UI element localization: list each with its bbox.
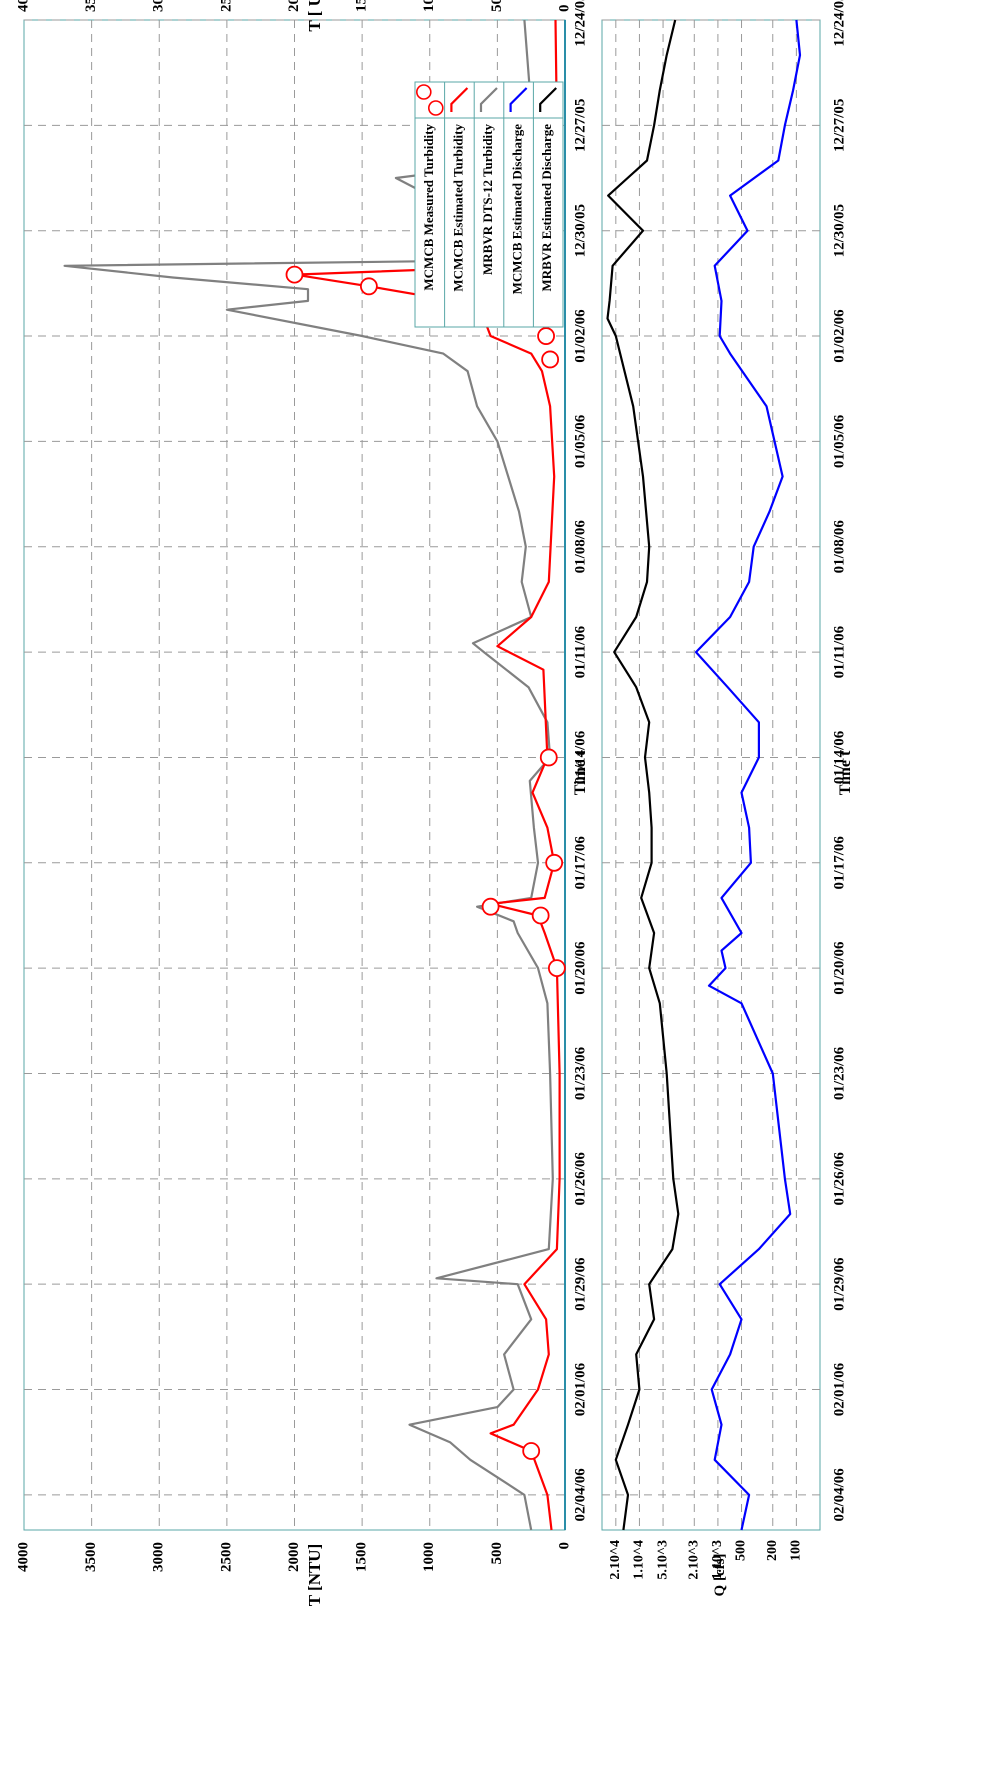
discharge-chart-frame [601, 19, 821, 1531]
turbidity-tick-label-top: 2000 [286, 0, 302, 12]
measured-turbidity-marker [285, 265, 304, 284]
turbidity-date-tick-label: 01/14/06 [573, 730, 589, 784]
discharge-tick-label: 500 [734, 1540, 749, 1561]
turbidity-date-tick-label: 01/11/06 [573, 625, 589, 678]
legend-label: MCMCB Measured Turbidity [421, 124, 436, 291]
legend-marker [415, 84, 432, 100]
discharge-x-axis-label: Time t [837, 750, 854, 795]
turbidity-tick-label-bottom: 3000 [151, 1542, 167, 1572]
turbidity-tick-label-top: 2500 [218, 0, 234, 12]
turbidity-tick-label-bottom: 2500 [218, 1542, 234, 1572]
discharge-tick-label: 100 [789, 1540, 804, 1561]
turbidity-date-tick-label: 12/24/05 [573, 0, 589, 47]
discharge-grid [602, 19, 820, 1530]
legend-swatch [509, 87, 528, 112]
turbidity-tick-label-bottom: 1500 [354, 1542, 370, 1572]
turbidity-date-tick-label: 01/26/06 [573, 1152, 589, 1206]
discharge-date-tick-label: 01/14/06 [832, 730, 848, 784]
turbidity-date-tick-label: 01/20/06 [573, 941, 589, 995]
legend-box [414, 81, 564, 328]
turbidity-date-tick-label: 01/08/06 [573, 520, 589, 574]
turbidity-tick-label-bottom: 1000 [421, 1542, 437, 1572]
discharge-date-tick-label: 12/30/05 [832, 204, 848, 257]
discharge-tick-label: 5.10^3 [655, 1540, 670, 1580]
discharge-y-axis-label: Q [cfs] [712, 1554, 728, 1597]
discharge-date-tick-label: 02/01/06 [832, 1362, 848, 1416]
discharge-date-tick-label: 01/02/06 [832, 309, 848, 363]
legend-label: MCMCB Estimated Turbidity [450, 124, 465, 292]
turbidity-date-tick-label: 01/17/06 [573, 836, 589, 890]
turbidity-tick-label-top: 1500 [354, 0, 370, 12]
turbidity-y-axis-label-left: T [NTU] [305, 1544, 324, 1607]
turbidity-date-tick-label: 12/30/05 [573, 204, 589, 257]
turbidity-tick-label-bottom: 3500 [83, 1542, 99, 1572]
discharge-tick-label: 200 [765, 1540, 780, 1561]
turbidity-tick-label-bottom: 500 [489, 1542, 505, 1565]
measured-turbidity-marker [539, 748, 558, 767]
legend-label: MRBVR DTS-12 Turbidity [480, 124, 495, 275]
turbidity-tick-label-top: 3500 [83, 0, 99, 12]
turbidity-tick-label-bottom: 4000 [15, 1542, 31, 1572]
discharge-ticks: 2.10^4 1.10^4 5.10^3 2.10^3 1.10^3 500 200 100 1… [608, 0, 848, 1580]
turbidity-ticks: 0 0 500 500 1000 1000 1500 1500 2000 2000 2500 2500… [15, 0, 588, 1572]
turbidity-chart: 0 0 500 500 1000 1000 1500 1500 2000 2000 2500 2500… [15, 0, 588, 1572]
discharge-date-tick-label: 01/23/06 [832, 1046, 848, 1100]
discharge-chart: 2.10^4 1.10^4 5.10^3 2.10^3 1.10^3 500 200 100 1… [601, 0, 848, 1580]
measured-turbidity-marker [545, 853, 564, 872]
turbidity-date-tick-label: 02/04/06 [573, 1468, 589, 1522]
discharge-series-layer [606, 19, 802, 1531]
discharge-date-tick-label: 01/08/06 [832, 520, 848, 574]
turbidity-markers-layer [285, 174, 566, 1460]
measured-turbidity-marker [537, 327, 555, 345]
legend-swatch [479, 87, 498, 112]
discharge-series-line-0 [606, 19, 680, 1531]
discharge-date-tick-label: 01/17/06 [832, 836, 848, 890]
measured-turbidity-marker [481, 897, 500, 916]
turbidity-tick-label-top: 1000 [421, 0, 437, 12]
legend-marker [427, 100, 444, 116]
turbidity-y-axis-label-right: T [ U] [305, 0, 324, 32]
turbidity-date-tick-label: 02/01/06 [573, 1362, 589, 1416]
discharge-date-tick-label: 12/27/05 [832, 99, 848, 152]
discharge-tick-label: 1.10^4 [632, 1540, 647, 1580]
discharge-series-line-1 [694, 19, 802, 1531]
turbidity-date-tick-label: 01/05/06 [573, 414, 589, 468]
discharge-date-tick-label: 01/29/06 [832, 1257, 848, 1311]
turbidity-date-tick-label: 01/23/06 [573, 1046, 589, 1100]
discharge-tick-label: 1.10^3 [710, 1540, 725, 1580]
measured-turbidity-marker [359, 277, 378, 296]
legend-label: MCMCB Estimated Discharge [510, 124, 525, 295]
discharge-tick-label: 2.10^4 [608, 1540, 623, 1580]
turbidity-date-tick-label: 01/29/06 [573, 1257, 589, 1311]
legend-swatch [539, 87, 557, 112]
discharge-date-tick-label: 12/24/05 [832, 0, 848, 47]
discharge-date-tick-label: 02/04/06 [832, 1468, 848, 1522]
legend-swatch [450, 87, 469, 112]
discharge-date-tick-label: 01/20/06 [832, 941, 848, 995]
discharge-date-tick-label: 01/11/06 [832, 625, 848, 678]
chart-legend: MRBVR Estimated Discharge MCMCB Estimated… [414, 81, 564, 328]
turbidity-tick-label-top: 3000 [151, 0, 167, 12]
turbidity-x-axis-label: Time t [572, 750, 589, 795]
turbidity-tick-label-top: 500 [489, 0, 505, 12]
turbidity-tick-label-bottom: 0 [556, 1542, 572, 1550]
turbidity-tick-label-bottom: 2000 [286, 1542, 302, 1572]
discharge-tick-label: 2.10^3 [687, 1540, 702, 1580]
turbidity-tick-label-top: 4000 [15, 0, 31, 12]
measured-turbidity-marker [547, 959, 566, 978]
measured-turbidity-marker [522, 1442, 541, 1460]
discharge-date-tick-label: 01/26/06 [832, 1152, 848, 1206]
measured-turbidity-marker [531, 906, 550, 925]
measured-turbidity-marker [541, 350, 560, 369]
turbidity-date-tick-label: 12/27/05 [573, 99, 589, 152]
turbidity-date-tick-label: 01/02/06 [573, 309, 589, 363]
discharge-date-tick-label: 01/05/06 [832, 414, 848, 468]
turbidity-tick-label-top: 0 [556, 5, 572, 13]
legend-label: MRBVR Estimated Discharge [539, 124, 554, 292]
